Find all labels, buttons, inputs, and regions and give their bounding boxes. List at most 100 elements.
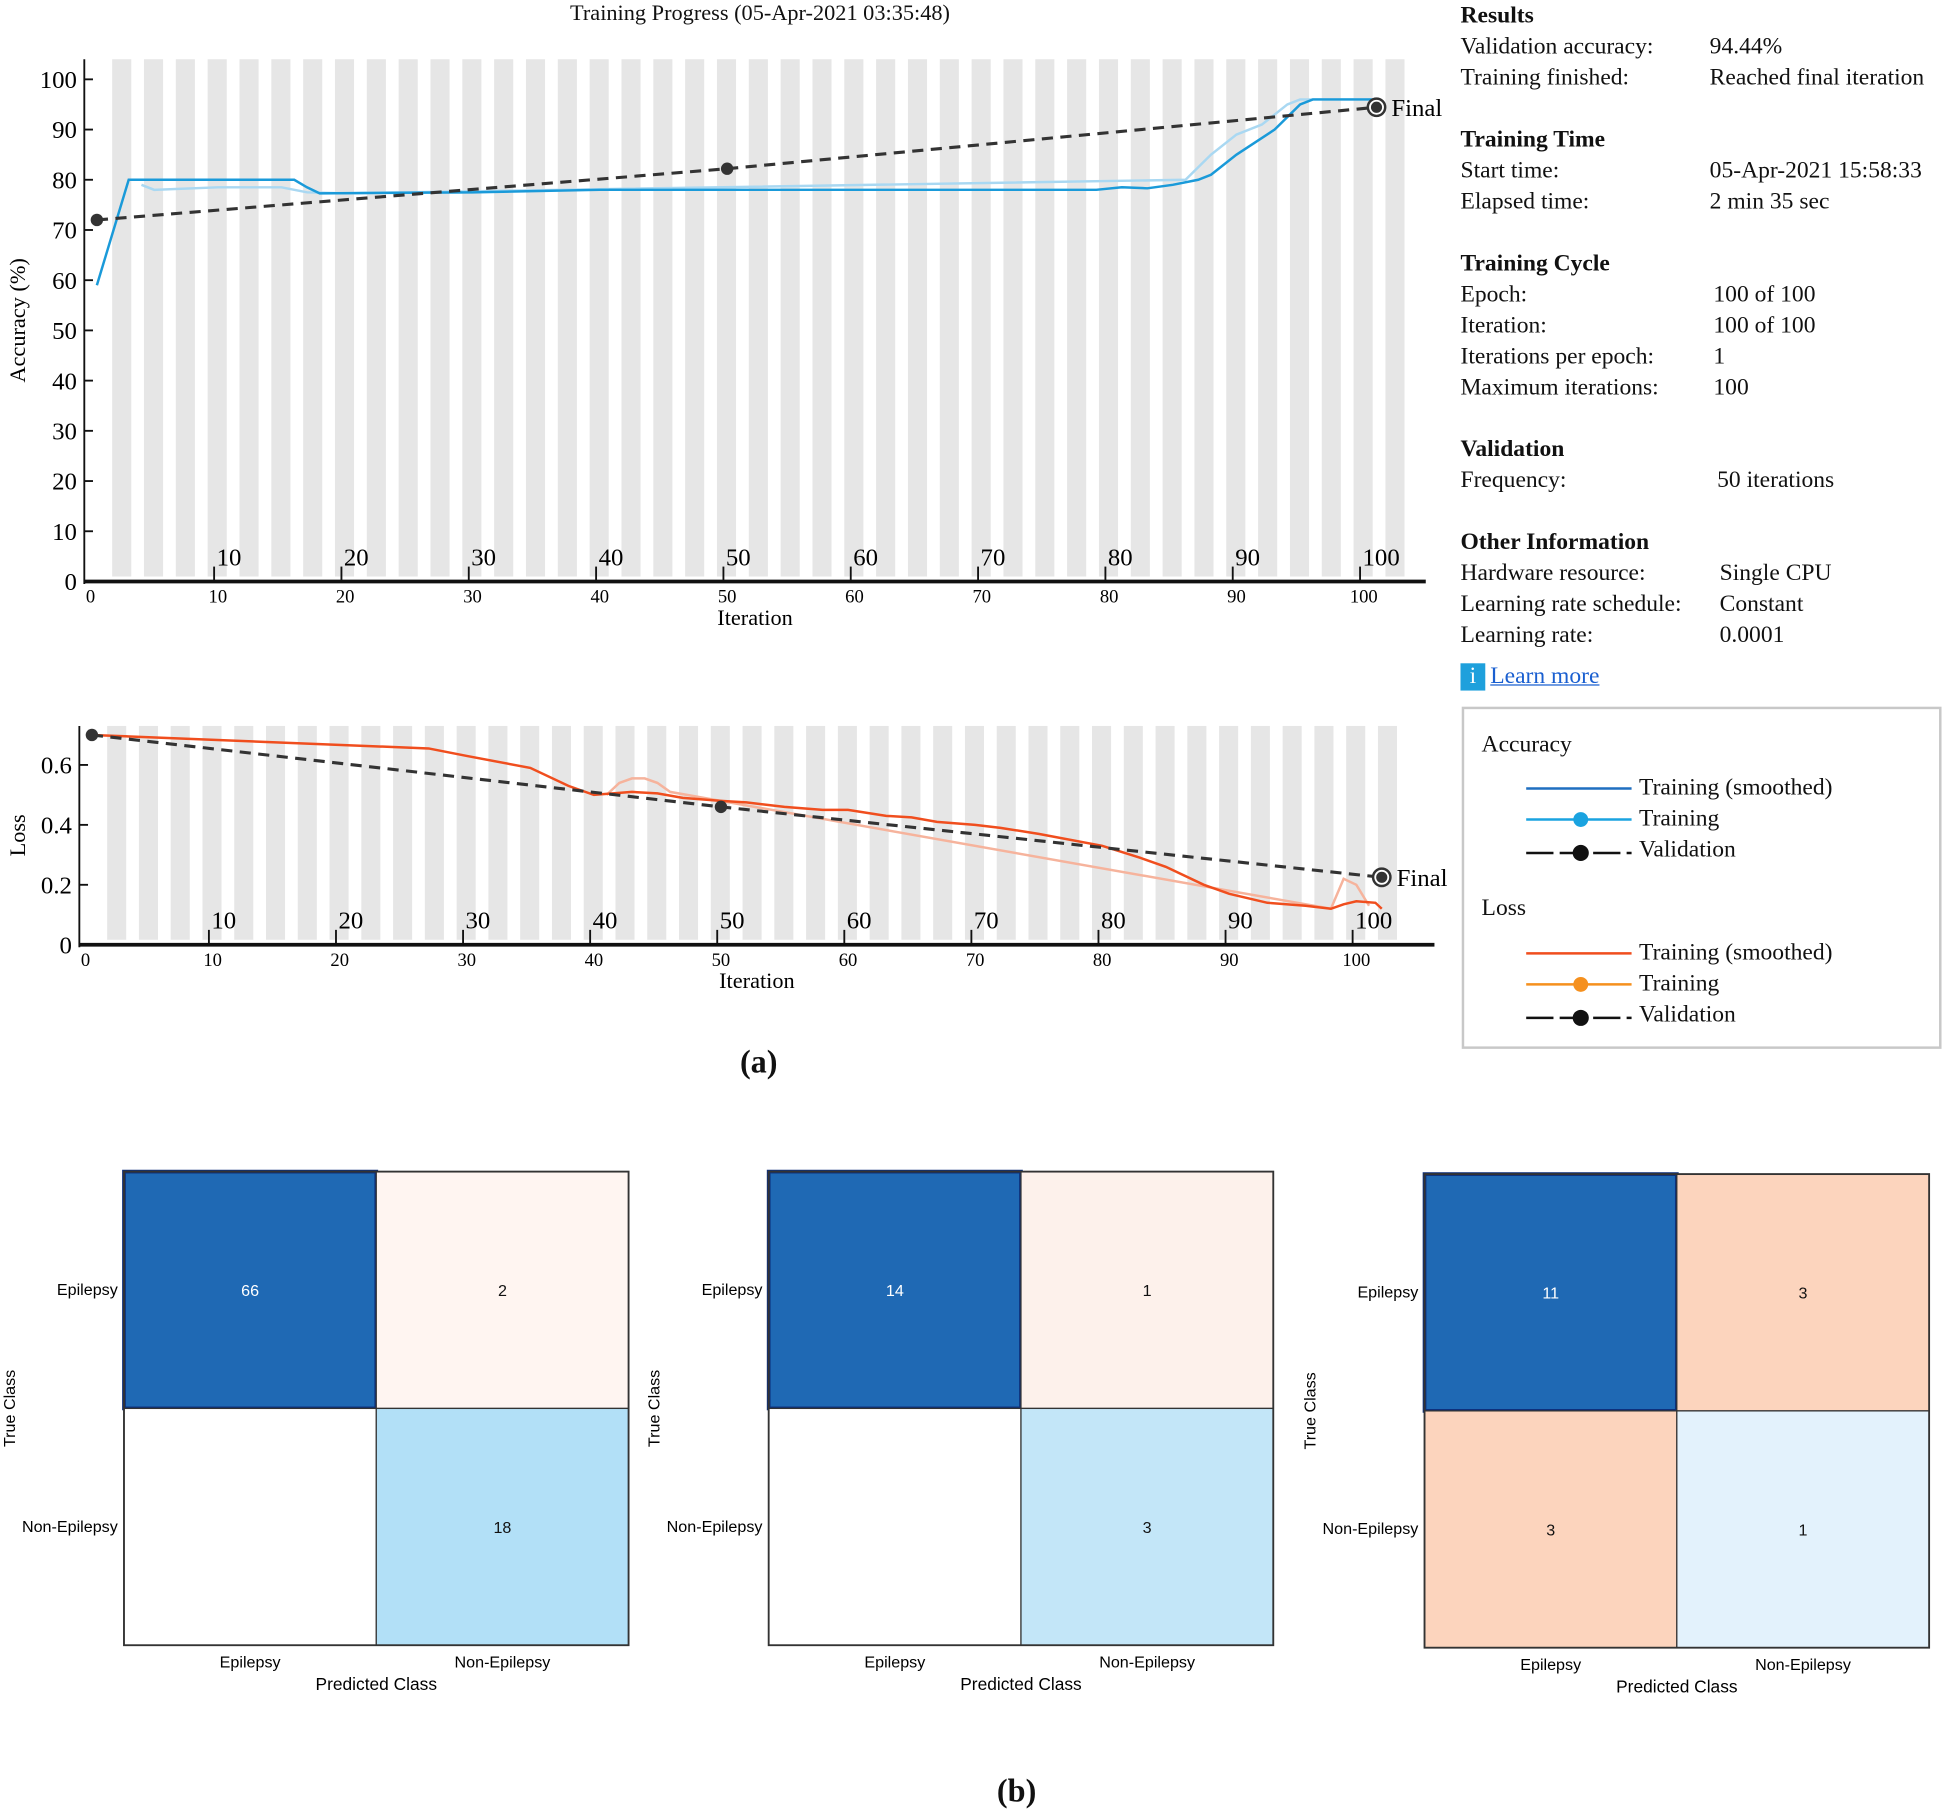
legend-label: Training xyxy=(1639,970,1720,997)
legend-heading-accuracy: Accuracy xyxy=(1481,731,1572,758)
cell-value: 3 xyxy=(1798,1285,1807,1303)
info-value: 100 of 100 xyxy=(1713,281,1816,308)
cell-value: 3 xyxy=(1143,1519,1152,1537)
other-information-section: Other Information Hardware resource: Sing… xyxy=(1460,527,1924,651)
legend-label: Training xyxy=(1639,805,1720,832)
info-value: 1 xyxy=(1713,343,1726,370)
learn-more-link[interactable]: Learn more xyxy=(1490,663,1600,690)
epoch-stripe xyxy=(621,59,641,577)
x-tick-label: 30 xyxy=(463,587,482,608)
x-axis-label: Iteration xyxy=(717,605,793,630)
legend-validation-marker xyxy=(1572,1009,1589,1026)
epoch-tick-label: 70 xyxy=(974,908,999,935)
matrix-border xyxy=(123,1170,630,1647)
epoch-tick-label: 20 xyxy=(338,908,363,935)
epoch-stripe xyxy=(615,725,635,940)
legend-heading-loss: Loss xyxy=(1481,895,1527,922)
epoch-stripe xyxy=(366,59,386,577)
epoch-stripe xyxy=(107,725,127,940)
legend-label: Training (smoothed) xyxy=(1639,939,1833,966)
y-tick-label: 90 xyxy=(52,117,77,144)
y-tick-label: 20 xyxy=(52,469,77,496)
info-value: 100 xyxy=(1713,374,1749,401)
results-section: Results Validation accuracy: 94.44% Train… xyxy=(1460,0,1924,93)
x-axis-label: Predicted Class xyxy=(316,1674,438,1694)
epoch-stripe xyxy=(303,59,323,577)
info-key: Learning rate schedule: xyxy=(1460,591,1682,618)
matrix-cell xyxy=(768,1407,1022,1646)
epoch-stripe xyxy=(774,725,794,940)
epoch-stripe xyxy=(202,725,222,940)
accuracy-chart: 0 10 20 30 40 50 60 70 80 90 100 0 10 20 30 40 50 60 70 80 9… xyxy=(5,59,1442,630)
epoch-stripe xyxy=(1067,59,1087,577)
validation-point xyxy=(714,800,728,814)
info-value: 50 iterations xyxy=(1717,467,1835,494)
legend: Accuracy Training (smoothed) Training Va… xyxy=(1461,706,1942,1049)
epoch-stripe xyxy=(424,725,444,940)
epoch-stripe xyxy=(170,725,190,940)
caption-b: (b) xyxy=(996,1772,1037,1809)
epoch-stripe xyxy=(869,725,889,940)
epoch-stripe xyxy=(175,59,195,577)
epoch-tick-label: 50 xyxy=(720,908,745,935)
cell-value: 11 xyxy=(1542,1285,1559,1303)
info-value: 2 min 35 sec xyxy=(1709,188,1830,215)
epoch-tick-label: 100 xyxy=(1355,908,1392,935)
legend-label: Training (smoothed) xyxy=(1639,774,1833,801)
y-axis-label: True Class xyxy=(1,1370,19,1447)
info-value: 05-Apr-2021 15:58:33 xyxy=(1709,157,1922,184)
info-value: 100 of 100 xyxy=(1713,312,1816,339)
legend-symbols xyxy=(1526,787,1632,1026)
cell-value: 1 xyxy=(1798,1521,1807,1539)
epoch-stripe xyxy=(525,59,546,577)
epoch-stripe xyxy=(1289,59,1310,577)
training-raw-line xyxy=(140,98,1377,195)
matrix-cell xyxy=(1020,1170,1274,1410)
epoch-stripe xyxy=(907,59,928,577)
epoch-stripe xyxy=(1060,725,1080,940)
epoch-stripe xyxy=(462,59,482,577)
x-tick-label: 20 xyxy=(330,950,349,971)
epoch-tick-label: 90 xyxy=(1235,544,1260,571)
section-heading: Training Time xyxy=(1460,126,1606,153)
legend-label: Validation xyxy=(1639,836,1736,863)
epoch-stripe xyxy=(939,59,959,577)
epoch-stripe xyxy=(1321,59,1341,577)
y-axis-label: True Class xyxy=(1301,1372,1319,1449)
validation-section: Validation Frequency: 50 iterations xyxy=(1460,434,1924,496)
x-tick-label: 90 xyxy=(1227,587,1246,608)
x-tick-label: 70 xyxy=(973,587,992,608)
epoch-stripe xyxy=(1282,725,1302,940)
matrix-border xyxy=(1423,1173,1931,1649)
epoch-stripe xyxy=(112,59,132,577)
epoch-stripe xyxy=(329,725,349,940)
epoch-stripe xyxy=(780,59,800,577)
caption-a: (a) xyxy=(739,1043,778,1080)
matrix-cell xyxy=(766,1169,1023,1411)
epoch-stripe xyxy=(297,725,317,940)
y-tick-label: 70 xyxy=(52,218,77,245)
cell-value: 3 xyxy=(1546,1521,1555,1539)
epoch-stripe xyxy=(716,59,737,577)
epoch-stripe xyxy=(1098,59,1119,577)
info-key: Iterations per epoch: xyxy=(1460,343,1655,370)
matrix-cell xyxy=(375,1170,630,1410)
epoch-stripe xyxy=(812,59,832,577)
info-key: Start time: xyxy=(1460,157,1560,184)
epoch-stripe xyxy=(647,725,667,940)
epoch-stripe xyxy=(679,725,699,940)
epoch-stripe xyxy=(1162,59,1182,577)
y-axis-label: Accuracy (%) xyxy=(5,258,30,382)
chart-title: Training Progress (05-Apr-2021 03:35:48) xyxy=(570,0,950,25)
epoch-stripe xyxy=(685,59,705,577)
epoch-stripe xyxy=(1258,59,1278,577)
epoch-stripe xyxy=(1346,725,1366,940)
column-label: Non-Epilepsy xyxy=(455,1654,552,1672)
epoch-stripe xyxy=(589,59,609,577)
cell-value: 66 xyxy=(241,1282,259,1300)
final-label: Final xyxy=(1397,865,1448,892)
y-tick-label: 60 xyxy=(52,268,77,295)
epoch-stripe xyxy=(844,59,864,577)
x-tick-label: 50 xyxy=(718,587,737,608)
x-tick-label: 70 xyxy=(966,950,985,971)
